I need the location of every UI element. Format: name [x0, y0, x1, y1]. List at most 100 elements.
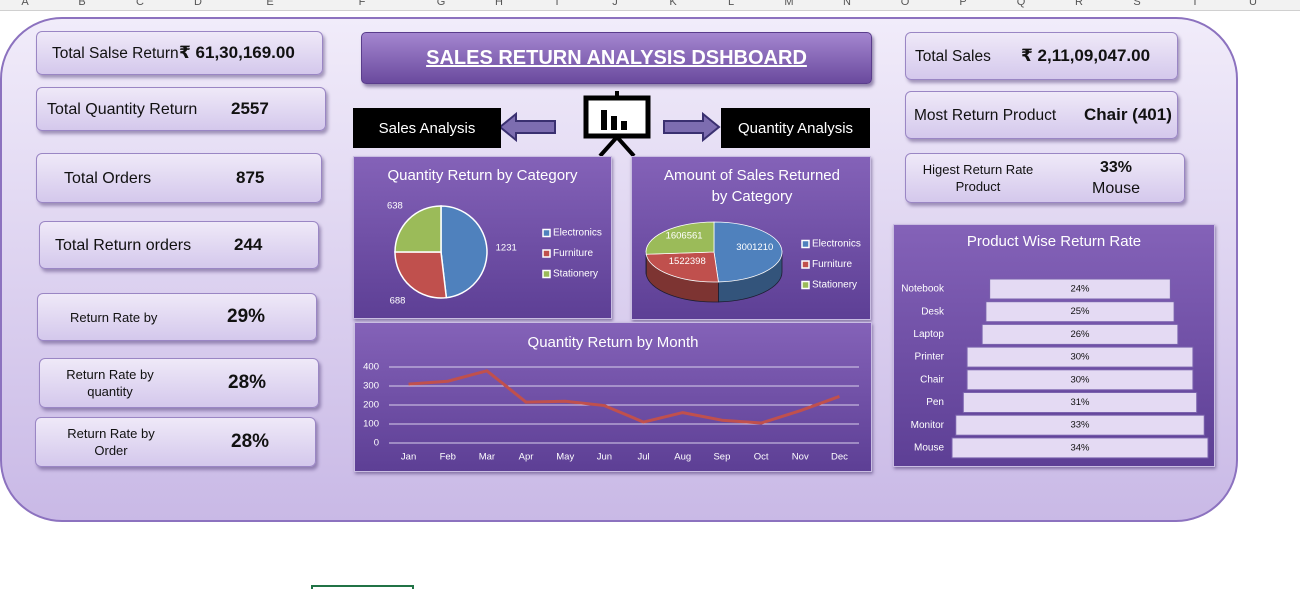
right-arrow — [663, 111, 721, 143]
kpi-label: Return Rate by quantity — [66, 367, 154, 399]
chart-panel: 1231 688 638 Electronics Furniture Stationery… — [353, 156, 612, 319]
data-label: 31% — [1070, 397, 1090, 408]
kpi-value-group: 33% Mouse — [1076, 154, 1156, 202]
funnel-bar — [951, 437, 1209, 459]
kpi-label: Return Rate by Order — [67, 426, 155, 458]
legend-label: Furniture — [553, 248, 593, 259]
chart: 3001210 1522398 1606561 Electronics Furnitur… — [645, 221, 861, 303]
legend-swatch — [542, 228, 551, 238]
left-arrow — [498, 111, 556, 143]
x-tick-label: Aug — [674, 452, 691, 463]
chart-title: Quantity Return by Category — [387, 167, 578, 184]
kpi-card: Higest Return Rate Product 33% Mouse — [905, 153, 1185, 203]
data-label: 3001210 — [736, 242, 773, 253]
category-label: Pen — [926, 397, 944, 408]
category-label: Chair — [920, 374, 945, 385]
column-letter: P — [959, 0, 967, 8]
kpi-value: ₹ 61,30,169.00 — [179, 43, 295, 62]
data-label: 30% — [1070, 352, 1090, 363]
kpi-label: Total Quantity Return — [47, 100, 198, 118]
quantity-analysis-button[interactable]: Quantity Analysis — [721, 108, 870, 148]
funnel-bar — [966, 369, 1194, 391]
kpi-value: 29% — [227, 306, 266, 327]
data-label: 638 — [387, 200, 403, 211]
column-letter: I — [555, 0, 559, 8]
funnel-bar — [955, 414, 1205, 436]
data-label: 688 — [390, 295, 406, 306]
pie-slice — [645, 221, 715, 255]
kpi-detail: Mouse — [1091, 180, 1141, 197]
selected-cell — [311, 585, 414, 589]
category-label: Printer — [915, 352, 945, 363]
category-label: Desk — [921, 306, 945, 317]
data-label: 25% — [1070, 306, 1090, 317]
column-letter: C — [136, 0, 144, 8]
x-tick-label: Jan — [401, 452, 416, 463]
dashboard-title: SALES RETURN ANALYSIS DSHBOARD — [361, 32, 872, 84]
column-letter: T — [1191, 0, 1199, 8]
x-tick-label: Apr — [519, 452, 534, 463]
data-label: 1231 — [496, 243, 517, 254]
kpi-label: Total Sales — [915, 47, 991, 65]
data-label: 1606561 — [666, 230, 703, 241]
line-series — [408, 369, 840, 425]
legend-swatch — [542, 249, 551, 258]
x-tick-label: Jun — [597, 452, 612, 463]
pie-slice — [394, 205, 442, 253]
kpi-card: Return Rate by quantity 28% — [39, 358, 319, 408]
x-tick-label: Sep — [713, 452, 730, 463]
sales-analysis-button[interactable]: Sales Analysis — [353, 108, 501, 148]
column-letter: B — [78, 0, 86, 8]
funnel-bar — [981, 323, 1179, 345]
kpi-card: Total Sales ₹ 2,11,09,047.00 — [905, 32, 1178, 80]
data-label: 30% — [1070, 374, 1090, 385]
category-label: Notebook — [901, 284, 945, 295]
legend-label: Furniture — [812, 259, 852, 270]
x-tick-label: Nov — [792, 452, 809, 463]
chart: Notebook 24% Desk 25% Laptop 26% Printer 30% Cha… — [901, 278, 1209, 459]
column-letter: S — [1133, 0, 1141, 8]
kpi-label: Total Return orders — [55, 236, 192, 254]
column-letter: O — [900, 0, 910, 8]
kpi-value: 33% — [1099, 159, 1133, 176]
kpi-label: Higest Return Rate Product — [922, 162, 1034, 194]
kpi-value: 28% — [228, 372, 267, 393]
pie-slice — [713, 221, 783, 283]
kpi-value: ₹ 2,11,09,047.00 — [1021, 46, 1151, 65]
kpi-card: Return Rate by Order 28% — [35, 417, 316, 467]
category-label: Mouse — [914, 443, 944, 454]
chart-title: Amount of Sales Returned by Category — [664, 167, 840, 205]
kpi-card: Total Quantity Return 2557 — [36, 87, 326, 131]
kpi-card: Most Return Product Chair (401) — [905, 91, 1178, 139]
column-letter: H — [495, 0, 503, 8]
kpi-card: Total Return orders 244 — [39, 221, 319, 269]
kpi-value: 28% — [231, 431, 270, 452]
legend-swatch — [801, 239, 810, 249]
pie-slice — [394, 251, 448, 299]
funnel-bar — [989, 278, 1171, 300]
kpi-card: Return Rate by 29% — [37, 293, 317, 341]
x-tick-label: May — [556, 452, 574, 463]
chart-title: Product Wise Return Rate — [966, 233, 1142, 250]
column-letter: D — [194, 0, 202, 8]
data-label: 24% — [1070, 284, 1090, 295]
chart-title: Quantity Return by Month — [527, 334, 699, 351]
column-letter: L — [727, 0, 735, 8]
x-tick-label: Mar — [479, 452, 495, 463]
chart: 1231 688 638 Electronics Furniture Stationery — [387, 200, 602, 306]
legend-swatch — [801, 260, 810, 269]
column-letter: R — [1075, 0, 1083, 8]
y-tick-label: 400 — [363, 362, 379, 373]
pie-slice — [440, 205, 488, 299]
legend-label: Stationery — [812, 280, 857, 291]
y-tick-label: 300 — [363, 381, 379, 392]
pie-slice — [645, 251, 719, 283]
column-letter: M — [784, 0, 794, 8]
chart-panel: 3001210 1522398 1606561 Electronics Furnitur… — [631, 156, 871, 320]
column-letter: U — [1249, 0, 1257, 8]
kpi-label: Most Return Product — [914, 106, 1057, 124]
kpi-label: Total Orders — [64, 169, 152, 187]
x-tick-label: Dec — [831, 452, 848, 463]
kpi-value: Chair (401) — [1084, 105, 1172, 124]
